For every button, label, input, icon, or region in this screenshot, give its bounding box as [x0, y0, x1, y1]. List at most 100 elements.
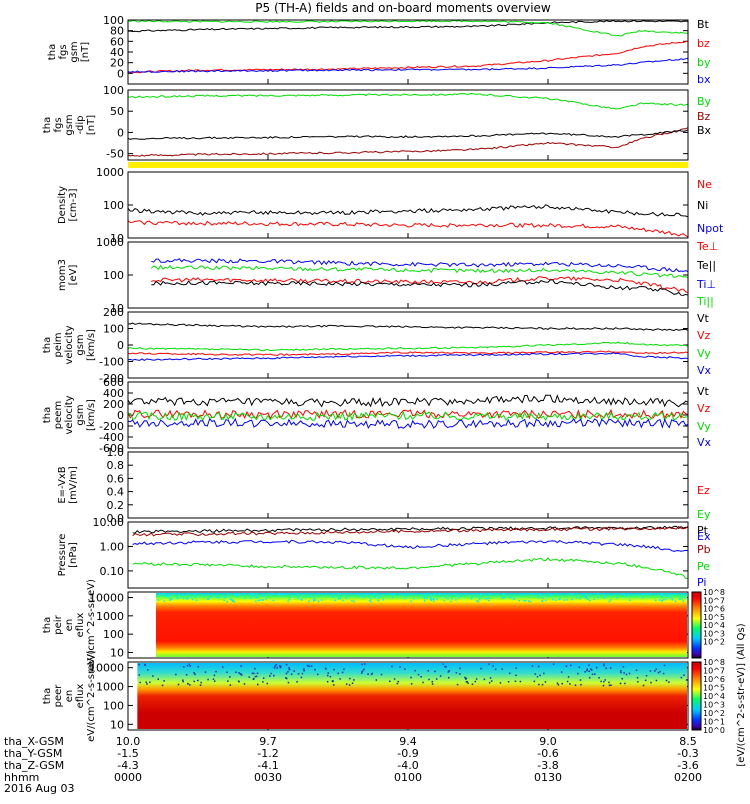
y-axis-label: thapeimvelocitygsm[km/s] — [42, 325, 97, 364]
spectrogram-speckle — [257, 599, 260, 602]
spectrogram-speckle — [442, 663, 444, 665]
spectrogram-speckle — [191, 598, 194, 601]
spectrogram-speckle — [275, 663, 278, 666]
chart-title: P5 (TH-A) fields and on-board moments ov… — [255, 1, 551, 15]
y-tick-label: 10 — [110, 302, 124, 315]
legend-Vy: Vy — [697, 420, 711, 433]
spectrogram-speckle — [457, 597, 460, 599]
spectrogram-speckle — [588, 676, 591, 679]
spectrogram-speckle — [515, 674, 517, 677]
spectrogram-speckle — [226, 600, 228, 603]
y-axis-label-part: Density — [57, 186, 68, 224]
spectrogram-speckle — [393, 593, 396, 595]
legend-Te||: Te|| — [696, 259, 716, 272]
spectrogram-speckle — [278, 665, 281, 667]
colorbar — [691, 661, 702, 731]
status-bar — [128, 162, 688, 168]
spectrogram-speckle — [552, 663, 555, 665]
spectrogram-speckle — [514, 680, 517, 683]
spectrogram-speckle — [557, 684, 560, 686]
spectrogram-speckle — [480, 593, 482, 595]
spectrogram-speckle — [237, 680, 240, 683]
spectrogram-speckle — [281, 593, 284, 595]
spectrogram-speckle — [624, 682, 626, 685]
legend-Ti||: Ti|| — [696, 295, 714, 308]
legend-Ex: Ex — [697, 530, 711, 543]
legend-Bt: Bt — [697, 18, 710, 31]
spectrogram-speckle — [295, 594, 298, 597]
spectrogram-speckle — [448, 595, 450, 598]
spectrogram-speckle — [139, 681, 141, 684]
spectrogram-speckle — [195, 596, 197, 598]
spectrogram-speckle — [216, 596, 219, 599]
legend-bx: bx — [697, 73, 711, 86]
spectrogram-speckle — [326, 680, 329, 683]
spectrogram-speckle — [325, 668, 327, 670]
spectrogram-speckle — [303, 669, 305, 672]
spectrogram-speckle — [554, 599, 557, 601]
colorbar-tick-label: 10^4 — [703, 621, 725, 630]
spectrogram-speckle — [483, 678, 486, 681]
spectrogram-speckle — [362, 596, 365, 598]
y-tick-label: 0 — [117, 126, 124, 139]
y-axis-label-part: [nPa] — [68, 542, 79, 568]
y-tick-label: -200 — [99, 420, 124, 433]
spectrogram-speckle — [665, 679, 668, 682]
spectrogram-speckle — [195, 599, 198, 602]
spectrogram-speckle — [298, 596, 300, 598]
spectrogram-speckle — [273, 674, 275, 677]
spectrogram-speckle — [377, 596, 380, 598]
spectrogram-speckle — [238, 593, 241, 595]
spectrogram-speckle — [480, 667, 482, 670]
spectrogram-speckle — [391, 593, 393, 596]
spectrogram-speckle — [161, 684, 164, 687]
y-tick-label: 1.00 — [100, 540, 125, 553]
spectrogram-speckle — [508, 672, 511, 675]
legend-Vy: Vy — [697, 347, 711, 360]
spectrogram-speckle — [579, 679, 582, 681]
spectrogram-speckle — [162, 593, 165, 595]
spectrogram-speckle — [619, 682, 622, 685]
spectrogram-speckle — [370, 600, 372, 603]
spectrogram-speckle — [285, 672, 288, 675]
spectrogram-speckle — [685, 679, 688, 681]
spectrogram-speckle — [195, 594, 197, 596]
spectrogram-speckle — [279, 593, 282, 596]
spectrogram-speckle — [261, 599, 263, 601]
spectrogram-speckle — [218, 596, 221, 598]
y-axis-label-part: en — [64, 690, 75, 703]
spectrogram-speckle — [265, 597, 267, 600]
y-tick-label: 10 — [110, 232, 124, 245]
spectrogram-speckle — [464, 676, 466, 679]
y-tick-label: 1000 — [96, 236, 124, 249]
legend-Vt: Vt — [697, 385, 710, 398]
spectrogram-speckle — [310, 665, 313, 667]
spectrogram-speckle — [320, 599, 323, 601]
spectrogram-speckle — [147, 669, 149, 671]
spectrogram-speckle — [559, 598, 561, 600]
y-axis-label-part: en — [64, 619, 75, 632]
spectrogram-speckle — [431, 680, 434, 683]
spectrogram-speckle — [240, 665, 242, 667]
y-tick-label: 0.8 — [107, 459, 125, 472]
series-line-Ti⊥ — [151, 258, 689, 273]
spectrogram-speckle — [541, 600, 543, 602]
spectrogram-speckle — [501, 597, 504, 599]
series-line-Ti|| — [150, 264, 689, 279]
spectrogram-speckle — [420, 676, 422, 678]
spectrogram-speckle — [489, 593, 491, 595]
spectrogram-speckle — [621, 678, 623, 680]
spectrogram-speckle — [450, 600, 452, 603]
spectrogram-speckle — [655, 668, 658, 670]
spectrogram-speckle — [547, 594, 549, 597]
spectrogram-speckle — [290, 595, 292, 598]
spectrogram-speckle — [561, 682, 564, 685]
spectrogram-speckle — [444, 665, 446, 668]
spectrogram-speckle — [455, 595, 458, 597]
spectrogram-speckle — [332, 680, 334, 683]
y-axis-label-part: tha — [42, 688, 53, 704]
y-tick-label: 10000 — [89, 662, 124, 675]
colorbar-tick-label: 10^8 — [703, 588, 725, 597]
y-axis-label-part: mom3 — [57, 259, 68, 291]
